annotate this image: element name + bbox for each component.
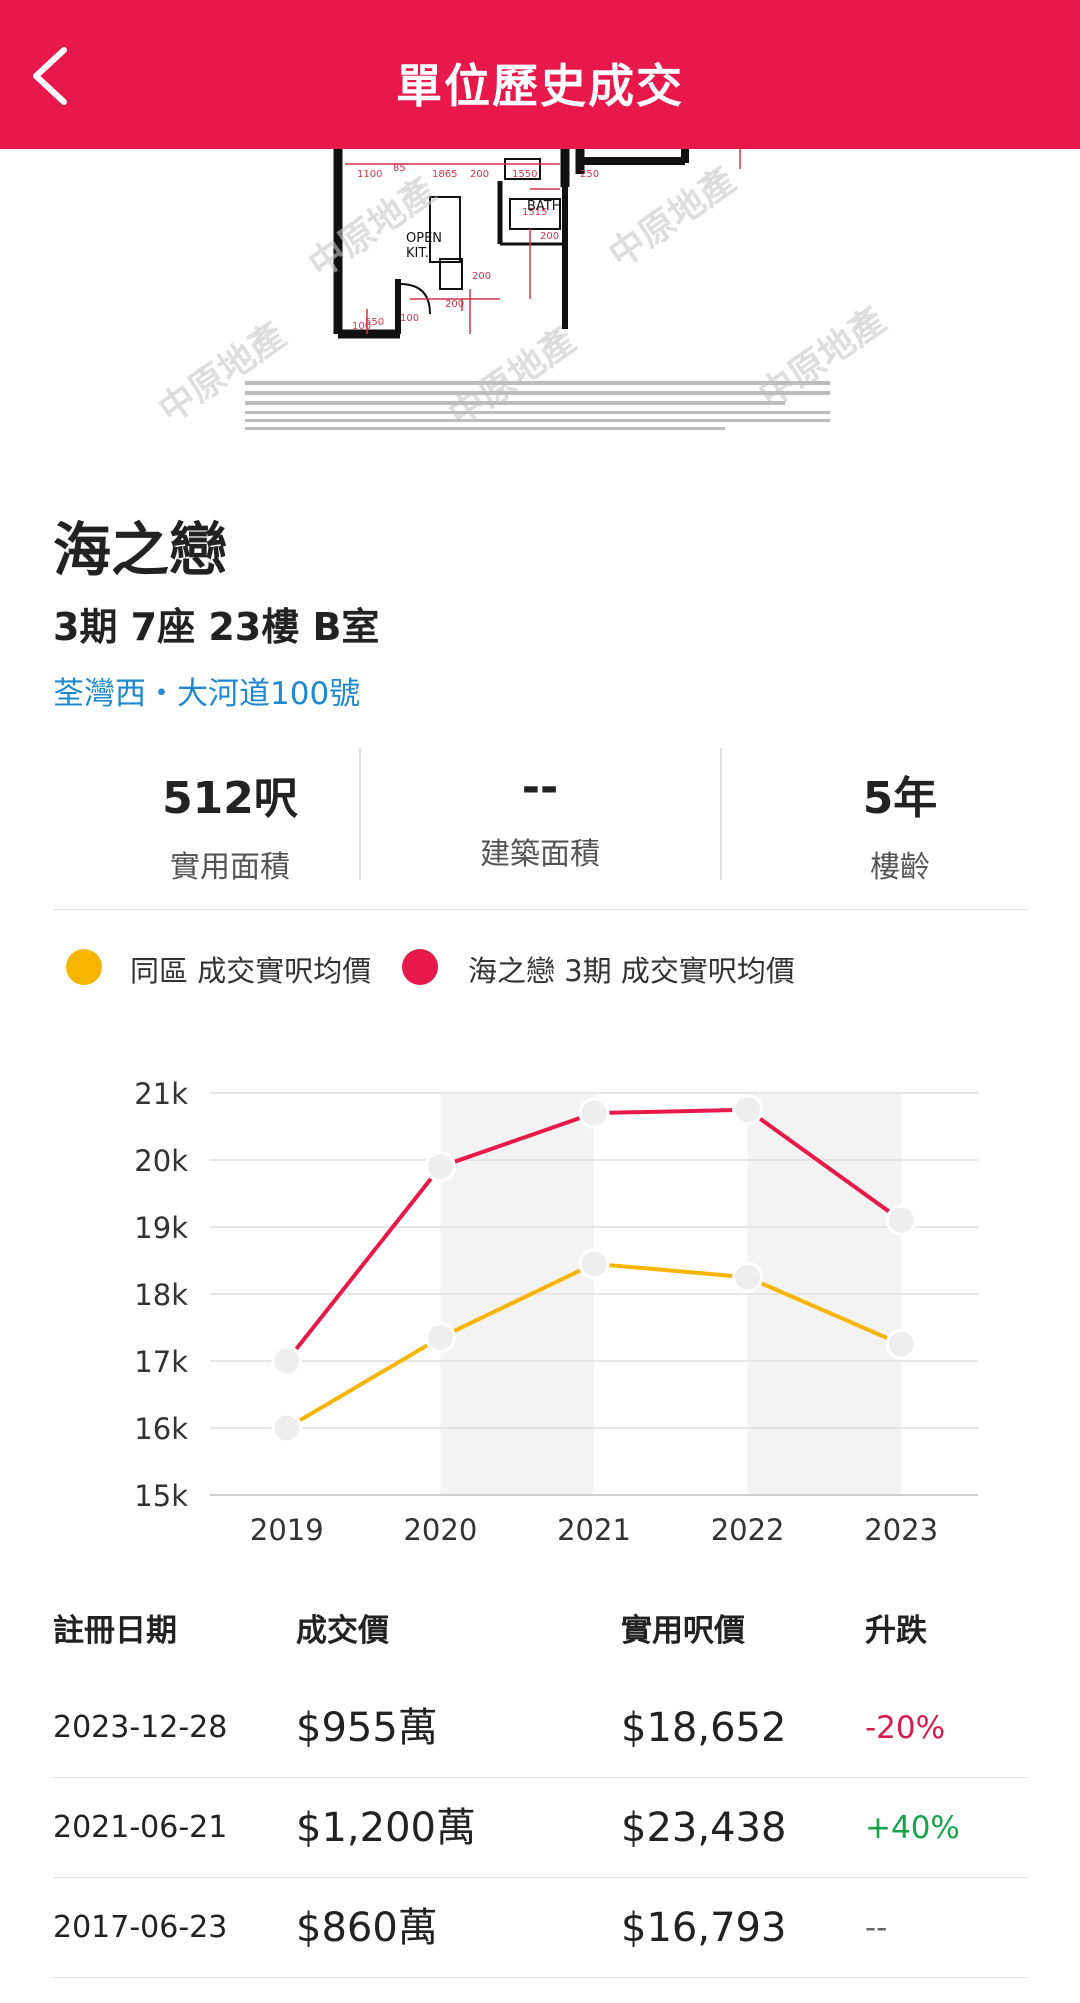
data-point [885,1328,917,1360]
svg-text:200: 200 [540,231,559,242]
data-point [578,1097,610,1129]
x-tick-label: 2021 [557,1513,631,1547]
back-button[interactable] [22,40,92,110]
table-row[interactable]: 2023-12-28 $955萬 $18,652 -20% [53,1678,1028,1778]
price-change: -20% [865,1710,946,1746]
reg-date: 2023-12-28 [53,1710,228,1745]
svg-text:200: 200 [470,169,489,180]
data-point [424,1322,456,1354]
svg-text:1550: 1550 [512,169,537,180]
legend-label: 同區 成交實呎均價 [130,954,372,988]
svg-text:中原地產: 中原地產 [602,160,743,276]
price-change: -- [865,1910,888,1946]
legend-label: 海之戀 3期 成交實呎均價 [468,954,795,988]
stat-value: 5年 [862,773,938,824]
data-point [578,1248,610,1280]
svg-text:200: 200 [472,271,491,282]
data-point [271,1345,303,1377]
y-tick-label: 15k [134,1479,188,1513]
data-point [424,1151,456,1183]
table-row[interactable]: 2017-06-23 $860萬 $16,793 -- [53,1878,1028,1978]
price-change: +40% [865,1810,960,1846]
y-tick-label: 18k [134,1278,188,1312]
x-tick-label: 2019 [250,1513,324,1547]
divider [359,748,361,880]
property-name: 海之戀 [53,516,228,584]
data-point [732,1261,764,1293]
svg-text:中原地產: 中原地產 [752,300,893,416]
stat-value: -- [521,762,559,813]
floor-plan-image: 1100 85 1865 200 1550 250 1515 200 200 5… [0,149,1080,444]
svg-text:1865: 1865 [432,169,457,180]
svg-text:550: 550 [365,317,384,328]
header-change: 升跌 [865,1613,927,1649]
legend-dot-icon [66,949,102,985]
stat-label: 樓齡 [870,850,930,885]
stat-label: 建築面積 [480,837,600,872]
price-trend-chart: 15k 16k 17k 18k 19k 20k 21k 2019 2020 2021 2022 202… [0,1050,1080,1560]
svg-text:中原地產: 中原地產 [302,170,443,286]
divider [720,748,722,880]
svg-text:100: 100 [400,313,419,324]
svg-text:1100: 1100 [357,169,382,180]
price: $955萬 [296,1705,438,1751]
header-price: 成交價 [296,1613,389,1649]
price-per-sqft: $18,652 [621,1705,787,1751]
data-point [732,1094,764,1126]
x-tick-label: 2022 [711,1513,785,1547]
stat-building-age: 5年 樓齡 [720,748,1080,885]
svg-text:KIT.: KIT. [406,246,429,261]
stat-gross-area: -- 建築面積 [360,748,720,878]
y-tick-label: 16k [134,1412,188,1446]
price: $1,200萬 [296,1805,476,1851]
svg-text:200: 200 [445,299,464,310]
svg-text:OPEN: OPEN [406,231,442,246]
stat-saleable-area: 512呎 實用面積 [50,748,410,885]
svg-text:BATH: BATH [527,199,562,214]
svg-text:85: 85 [393,163,406,174]
stat-value: 512呎 [162,773,298,824]
property-address-link[interactable]: 荃灣西・大河道100號 [53,676,361,712]
data-point [271,1412,303,1444]
x-tick-label: 2020 [403,1513,477,1547]
table-row[interactable]: 2021-06-21 $1,200萬 $23,438 +40% [53,1778,1028,1878]
y-tick-label: 20k [134,1144,188,1178]
page-title: 單位歷史成交 [396,59,684,113]
y-tick-label: 17k [134,1345,188,1379]
y-tick-label: 19k [134,1211,188,1245]
property-unit: 3期 7座 23樓 B室 [53,605,380,649]
x-tick-label: 2023 [864,1513,938,1547]
header-ppsf: 實用呎價 [621,1613,745,1649]
y-tick-label: 21k [134,1077,188,1111]
app-header: 單位歷史成交 [0,0,1080,149]
reg-date: 2017-06-23 [53,1910,228,1945]
svg-text:250: 250 [580,169,599,180]
line-chart: 15k 16k 17k 18k 19k 20k 21k 2019 2020 2021 2022 202… [134,1077,978,1547]
reg-date: 2021-06-21 [53,1810,228,1845]
price-per-sqft: $16,793 [621,1905,787,1951]
legend-dot-icon [402,949,438,985]
chevron-left-icon [33,47,67,105]
svg-text:1515: 1515 [522,207,547,218]
price: $860萬 [296,1905,438,1951]
svg-text:100: 100 [352,321,371,332]
property-stats: 512呎 實用面積 -- 建築面積 5年 樓齡 [53,748,1028,910]
data-point [885,1204,917,1236]
svg-text:中原地產: 中原地產 [442,320,583,436]
stat-label: 實用面積 [170,850,290,885]
header-reg-date: 註冊日期 [53,1613,177,1649]
price-per-sqft: $23,438 [621,1805,787,1851]
